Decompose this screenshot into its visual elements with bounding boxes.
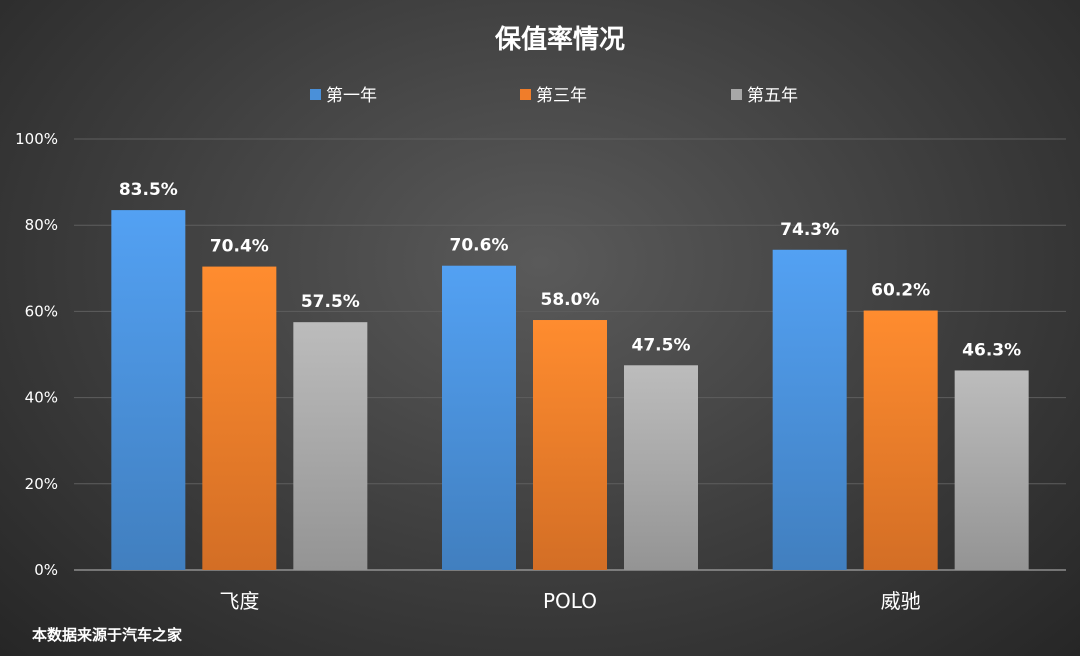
y-tick-label: 60%	[25, 302, 58, 320]
x-axis: 飞度 POLO 威驰	[219, 589, 920, 613]
legend-label: 第三年	[536, 86, 587, 106]
legend-label: 第一年	[326, 86, 377, 106]
bar-1-1	[111, 210, 186, 571]
y-tick-label: 100%	[15, 130, 58, 148]
x-tick-label: 飞度	[219, 589, 259, 613]
data-label: 70.6%	[450, 236, 509, 256]
data-labels: 83.5% 70.4% 57.5% 70.6% 58.0% 47.5% 74.3% 60.2%…	[119, 180, 1021, 360]
legend-swatch	[731, 89, 742, 100]
y-tick-label: 40%	[25, 389, 58, 407]
source-note: 本数据来源于汽车之家	[32, 626, 183, 644]
bar-3-3	[954, 370, 1029, 570]
data-label: 57.5%	[301, 292, 360, 312]
bars	[111, 210, 1029, 571]
data-label: 83.5%	[119, 180, 178, 200]
legend-swatch	[520, 89, 531, 100]
x-tick-label: POLO	[543, 589, 597, 613]
legend: 第一年 第三年 第五年	[310, 86, 798, 106]
legend-label: 第五年	[747, 86, 798, 106]
x-tick-label: 威驰	[881, 589, 921, 613]
bar-2-2	[533, 320, 607, 570]
legend-swatch	[310, 89, 321, 100]
bar-2-3	[624, 365, 698, 570]
bar-2-1	[442, 265, 516, 570]
data-label: 74.3%	[780, 220, 839, 240]
data-label: 60.2%	[871, 281, 930, 301]
data-label: 47.5%	[632, 335, 691, 355]
y-tick-label: 20%	[25, 475, 58, 493]
y-axis: 0% 20% 40% 60% 80% 100%	[15, 130, 58, 579]
data-label: 58.0%	[541, 290, 600, 310]
bar-3-2	[863, 310, 938, 570]
bar-1-3	[293, 322, 368, 570]
chart-title: 保值率情况	[494, 24, 625, 55]
bar-3-1	[772, 249, 847, 570]
data-label: 70.4%	[210, 237, 269, 257]
data-label: 46.3%	[962, 340, 1021, 360]
y-tick-label: 0%	[34, 561, 58, 579]
y-tick-label: 80%	[25, 216, 58, 234]
bar-1-2	[202, 266, 277, 570]
